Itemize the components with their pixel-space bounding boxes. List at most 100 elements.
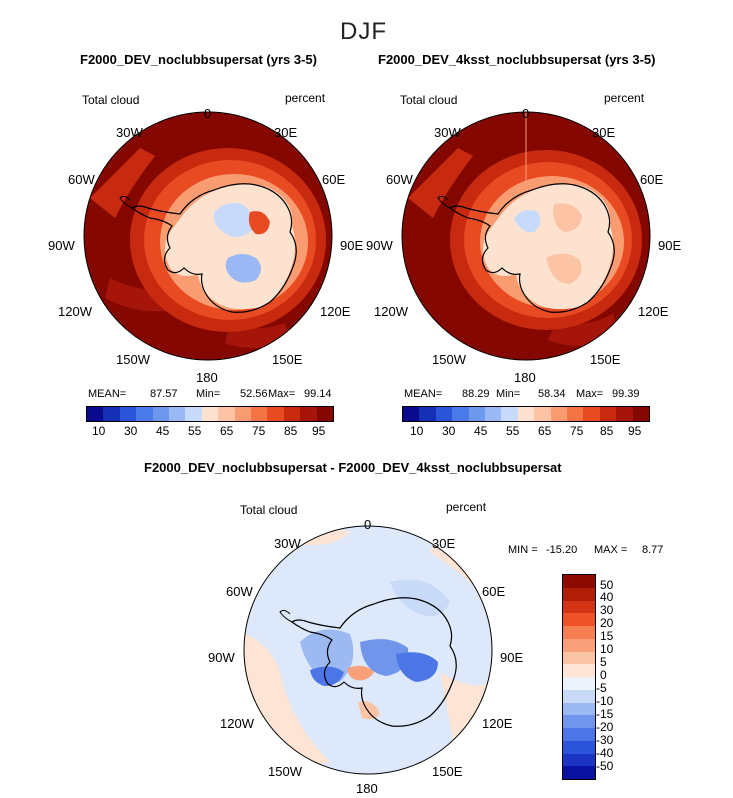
panel-2-cb-label-65: 65: [538, 424, 552, 438]
panel-3-cb-label-50: 50: [600, 578, 614, 592]
panel-1-lon-0: 0: [204, 106, 212, 121]
panel-2-colorbar-swatch: [485, 407, 502, 421]
panel-1-colorbar-swatch: [251, 407, 268, 421]
panel-2-lon-180: 180: [514, 370, 536, 385]
panel-1-variable: Total cloud: [82, 93, 140, 107]
panel-3-colorbar-swatch: [563, 638, 595, 652]
panel-3-lon-180: 180: [356, 781, 378, 796]
panel-2-wedge-a: [408, 148, 473, 218]
panel-3-lon-60e: 60E: [482, 584, 506, 599]
panel-1-cb-label-45: 45: [156, 424, 170, 438]
panel-3-neg-d: [396, 652, 438, 682]
panel-3-cb-label-5: 5: [600, 655, 607, 669]
panel-3-lon-0: 0: [364, 517, 372, 532]
panel-2-colorbar-swatch: [452, 407, 469, 421]
panel-3-lon-90w: 90W: [208, 650, 235, 665]
panel-3-colorbar-swatch: [563, 651, 595, 665]
panel-1-colorbar-swatch: [283, 407, 301, 421]
panel-1-units: percent: [285, 91, 326, 105]
panel-3-cb-label-m30: -30: [596, 733, 614, 747]
panel-2-colorbar-swatch: [403, 407, 420, 421]
panel-3-lon-90e: 90E: [500, 650, 524, 665]
panel-3-colorbar-swatch: [563, 753, 595, 767]
panel-3-colorbar-swatch: [563, 728, 595, 741]
panel-1-cb-label-10: 10: [92, 424, 106, 438]
panel-1-interior-b: [225, 254, 261, 283]
panel-2-cb-label-75: 75: [570, 424, 584, 438]
panel-3-cb-label-0: 0: [600, 668, 607, 682]
panel-1-lon-60e: 60E: [322, 172, 346, 187]
panel-2-colorbar-swatch: [632, 407, 650, 421]
panel-3-coastline: [290, 597, 457, 727]
panel-2-colorbar-swatch: [517, 407, 535, 421]
panel-1-lon-150w: 150W: [116, 352, 150, 367]
panel-3-map: [243, 525, 493, 775]
panel-2-colorbar-swatch: [435, 407, 453, 421]
panel-2-map-border: [401, 111, 651, 361]
panel-2-cb-label-55: 55: [506, 424, 520, 438]
panel-2-title: F2000_DEV_4ksst_noclubbsupersat (yrs 3-5…: [378, 52, 656, 67]
panel-2-colorbar-swatch: [534, 407, 551, 421]
panel-3-colorbar-swatch: [563, 600, 595, 614]
panel-1-interior-a: [213, 203, 253, 238]
panel-2-lon-120w: 120W: [374, 304, 408, 319]
panel-2-lon-90e: 90E: [658, 238, 682, 253]
panel-1-map-border: [83, 111, 333, 361]
panel-2-mean-label: MEAN=: [404, 388, 443, 400]
panel-3-cb-label-10: 10: [600, 642, 614, 656]
panel-3-cb-label-m10: -10: [596, 694, 614, 708]
panel-3-lon-60w: 60W: [226, 584, 253, 599]
panel-1-lon-120e: 120E: [320, 304, 351, 319]
panel-1-cb-label-85: 85: [284, 424, 298, 438]
panel-1-lon-90e: 90E: [340, 238, 364, 253]
panel-2-colorbar-swatch: [419, 407, 436, 421]
panel-1-lon-180: 180: [196, 370, 218, 385]
panel-2-cb-label-10: 10: [410, 424, 424, 438]
panel-1-cb-label-75: 75: [252, 424, 266, 438]
panel-2-max: 99.39: [612, 388, 640, 400]
panel-2-cb-label-95: 95: [628, 424, 642, 438]
panel-1-colorbar-swatch: [201, 407, 219, 421]
panel-2-colorbar-swatch: [567, 407, 584, 421]
panel-3-cb-label-m50: -50: [596, 759, 614, 773]
panel-1-interior-c: [248, 211, 270, 235]
panel-2-colorbar-swatch: [599, 407, 617, 421]
panel-1-cb-label-95: 95: [312, 424, 326, 438]
panel-3-colorbar-swatch: [563, 587, 595, 601]
panel-3-colorbar-swatch: [563, 715, 595, 728]
panel-3-lon-150e: 150E: [432, 764, 463, 779]
panel-2-interior-c: [546, 253, 582, 284]
panel-3-pos-coast: [358, 701, 380, 720]
panel-3-cb-label-15: 15: [600, 629, 614, 643]
panel-1-colorbar-swatch: [119, 407, 137, 421]
panel-3-peninsula: [279, 609, 293, 623]
panel-1-min: 52.56: [240, 388, 268, 400]
panel-1-colorbar-swatch: [267, 407, 284, 421]
panel-1-lon-90w: 90W: [48, 238, 75, 253]
panel-2-colorbar-swatch: [468, 407, 486, 421]
panel-1-colorbar: [86, 406, 334, 422]
panel-3-lon-30w: 30W: [274, 536, 301, 551]
panel-2-cb-label-85: 85: [600, 424, 614, 438]
panel-3-neg-e: [310, 666, 344, 686]
panel-2-interior-b: [553, 203, 582, 232]
panel-1-colorbar-swatch: [234, 407, 252, 421]
panel-2-lon-150e: 150E: [590, 352, 621, 367]
panel-1-colorbar-swatch: [136, 407, 153, 421]
panel-1-colorbar-swatch: [218, 407, 235, 421]
panel-3-colorbar-swatch: [563, 575, 595, 588]
panel-2-colorbar-swatch: [583, 407, 600, 421]
panel-1-colorbar-swatch: [87, 407, 104, 421]
panel-2-colorbar-swatch: [616, 407, 633, 421]
panel-3-colorbar-swatch: [563, 677, 595, 690]
panel-1-mean-label: MEAN=: [88, 388, 127, 400]
panel-2-lon-60e: 60E: [640, 172, 664, 187]
panel-1-lon-30e: 30E: [274, 125, 298, 140]
panel-3-cb-label-40: 40: [600, 590, 614, 604]
figure-title: DJF: [340, 18, 387, 45]
panel-3-lon-120w: 120W: [220, 716, 254, 731]
panel-1-wedge-a: [90, 148, 155, 218]
panel-3-units: percent: [446, 500, 487, 514]
panel-1-mean: 87.57: [150, 388, 178, 400]
panel-3-map-border: [243, 525, 493, 775]
